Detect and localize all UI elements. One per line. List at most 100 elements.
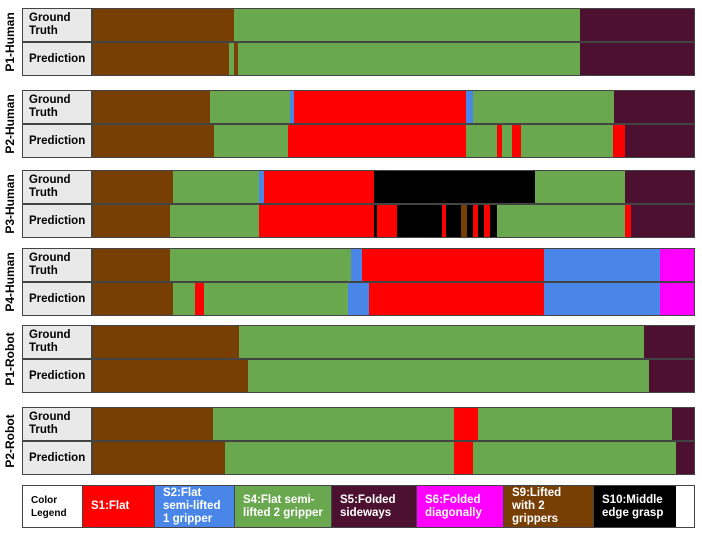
segment-s5 — [624, 171, 694, 203]
segment-s9 — [93, 442, 226, 474]
segment-s4 — [248, 360, 649, 392]
ground-truth-label: Ground Truth — [22, 170, 92, 204]
segment-s2 — [543, 249, 660, 281]
prediction-label-text: Prediction — [29, 451, 86, 464]
prediction-label: Prediction — [22, 441, 92, 475]
segment-s9 — [93, 9, 235, 41]
legend-item-s5: S5:Folded sideways — [332, 486, 417, 527]
segment-s9 — [93, 205, 170, 237]
segment-s1 — [259, 205, 375, 237]
group-label: P1-Robot — [3, 332, 17, 386]
segment-s4 — [497, 205, 625, 237]
segment-s1 — [294, 91, 466, 123]
segment-s1 — [362, 249, 544, 281]
legend-item-s9: S9:Lifted with 2 grippers — [504, 486, 594, 527]
legend-item-label: S9:Lifted with 2 grippers — [512, 487, 562, 525]
segment-s4 — [239, 326, 645, 358]
segment-s1 — [453, 442, 473, 474]
prediction-bar — [92, 441, 695, 475]
segment-s9 — [93, 91, 211, 123]
segment-s5 — [579, 9, 694, 41]
segment-s4 — [169, 249, 352, 281]
segment-s4 — [169, 205, 260, 237]
ground-truth-label-text: Ground Truth — [29, 252, 71, 277]
ground-truth-label-text: Ground Truth — [29, 12, 71, 37]
legend-item-s6: S6:Folded diagonally — [417, 486, 504, 527]
segment-s10 — [374, 171, 535, 203]
segment-s2 — [348, 283, 370, 315]
ground-truth-label-text: Ground Truth — [29, 174, 71, 199]
segment-s9 — [93, 408, 214, 440]
segment-s2 — [290, 91, 295, 123]
segment-s10 — [396, 205, 442, 237]
segment-s9 — [93, 43, 230, 75]
color-legend: Color Legend S1:Flat S2:Flat semi-lifted … — [22, 485, 695, 528]
segment-s4 — [234, 9, 580, 41]
segment-s4 — [172, 171, 260, 203]
segment-s9 — [234, 43, 239, 75]
segment-s4 — [501, 125, 512, 157]
ground-truth-label: Ground Truth — [22, 325, 92, 359]
segment-s4 — [472, 442, 676, 474]
segment-s4 — [214, 125, 289, 157]
segment-s4 — [465, 125, 498, 157]
segment-s1 — [624, 205, 631, 237]
legend-item-s2: S2:Flat semi-lifted 1 gripper — [155, 486, 235, 527]
segment-s9 — [93, 326, 240, 358]
ground-truth-label-text: Ground Truth — [29, 94, 71, 119]
segment-s5 — [579, 43, 694, 75]
legend-item-label: S5:Folded sideways — [340, 493, 396, 519]
segment-s5 — [648, 360, 694, 392]
segment-s4 — [477, 408, 672, 440]
segment-s9 — [93, 171, 173, 203]
ground-truth-label: Ground Truth — [22, 90, 92, 124]
prediction-bar — [92, 124, 695, 158]
ground-truth-bar — [92, 248, 695, 282]
segment-s10 — [489, 205, 498, 237]
ground-truth-bar — [92, 325, 695, 359]
legend-item-s4: S4:Flat semi-lifted 2 gripper — [235, 486, 332, 527]
segment-s10 — [374, 205, 377, 237]
segment-s1 — [497, 125, 502, 157]
segment-s5 — [644, 326, 694, 358]
segment-s4 — [229, 43, 235, 75]
group-label: P2-Human — [3, 94, 17, 154]
group-label: P4-Human — [3, 252, 17, 312]
segment-s5 — [671, 408, 694, 440]
segment-s9 — [93, 360, 249, 392]
segment-s2 — [543, 283, 660, 315]
segment-s4 — [520, 125, 613, 157]
prediction-label-text: Prediction — [29, 214, 86, 227]
ground-truth-bar — [92, 90, 695, 124]
segment-s1 — [441, 205, 446, 237]
segment-s10 — [477, 205, 484, 237]
segment-s5 — [675, 442, 694, 474]
segment-s1 — [369, 283, 544, 315]
ground-truth-bar — [92, 8, 695, 42]
segment-s1 — [288, 125, 466, 157]
prediction-label-text: Prediction — [29, 134, 86, 147]
legend-item-label: S4:Flat semi-lifted 2 gripper — [243, 493, 323, 519]
segment-s1 — [264, 171, 375, 203]
segment-s5 — [630, 205, 694, 237]
prediction-bar — [92, 359, 695, 393]
segment-s4 — [238, 43, 580, 75]
segment-s1 — [612, 125, 625, 157]
segment-s1 — [511, 125, 521, 157]
prediction-label: Prediction — [22, 42, 92, 76]
segment-s4 — [472, 91, 615, 123]
legend-item-label: S10:Middle edge grasp — [602, 493, 664, 519]
prediction-bar — [92, 42, 695, 76]
segment-s4 — [172, 283, 196, 315]
ground-truth-bar — [92, 170, 695, 204]
legend-item-label: S2:Flat semi-lifted 1 gripper — [163, 487, 221, 525]
segment-s9 — [461, 205, 467, 237]
ground-truth-label: Ground Truth — [22, 248, 92, 282]
segment-s4 — [213, 408, 454, 440]
group-label: P3-Human — [3, 174, 17, 234]
segment-s10 — [445, 205, 462, 237]
ground-truth-label: Ground Truth — [22, 407, 92, 441]
segment-s4 — [210, 91, 291, 123]
legend-title: Color Legend — [23, 486, 83, 527]
legend-item-s1: S1:Flat — [83, 486, 155, 527]
